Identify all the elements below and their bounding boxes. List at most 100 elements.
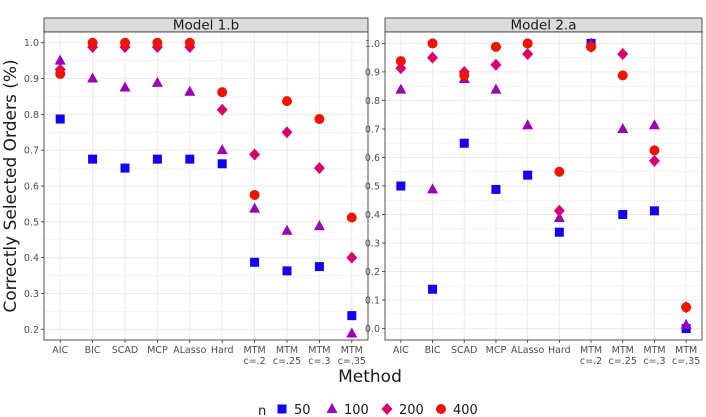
point-n100 (522, 119, 534, 130)
legend-key-200 (381, 403, 393, 415)
point-n100 (216, 144, 228, 155)
x-tick-label: MTM c=.25 (609, 345, 637, 367)
point-n400 (649, 145, 660, 156)
panels: Model 1.b 0.2 0.3 0.4 0.5 0.6 0.7 0.8 0.9 1.0 AIC B… (24, 18, 703, 367)
x-tick-label-line: c=.25 (273, 356, 301, 367)
x-tick-label-line: BIC (85, 345, 101, 356)
point-n400 (395, 56, 406, 67)
point-n400 (490, 41, 501, 52)
x-tick-label: Hard (211, 345, 234, 356)
x-tick-label: MTM c=.2 (243, 345, 265, 367)
x-tick-label: SCAD (112, 345, 138, 356)
y-tick-label: 0.6 (365, 153, 380, 164)
point-n400 (681, 302, 692, 313)
point-n100 (119, 81, 131, 92)
point-n50 (55, 114, 65, 124)
y-tick-label: 0.9 (365, 67, 380, 78)
panel-border (43, 31, 369, 341)
x-tick-label-line: MTM (276, 345, 298, 356)
panel-1: Model 1.b 0.2 0.3 0.4 0.5 0.6 0.7 0.8 0.9 1.0 AIC B… (24, 18, 369, 367)
point-n100 (395, 83, 407, 94)
point-n100 (54, 54, 66, 65)
point-n50 (428, 284, 438, 294)
point-n100 (281, 224, 293, 235)
y-tick-label: 0.0 (365, 324, 380, 335)
legend-label: 50 (294, 403, 311, 417)
point-n50 (250, 257, 260, 267)
point-n400 (346, 212, 357, 223)
x-tick-label-line: c=.3 (643, 356, 665, 367)
point-n100 (87, 72, 99, 83)
point-n400 (152, 37, 163, 48)
point-n50 (523, 170, 533, 180)
point-n400 (617, 70, 628, 81)
point-n200 (553, 204, 565, 217)
point-n50 (554, 227, 564, 237)
x-tick-label: SCAD (451, 345, 477, 356)
x-tick-label-line: MTM (643, 345, 665, 356)
point-n200 (216, 103, 228, 116)
x-tick-label: Hard (548, 345, 571, 356)
x-tick-label-line: AIC (52, 345, 68, 356)
x-tick-label-line: MCP (486, 345, 507, 356)
y-tick-label: 0.7 (365, 124, 380, 135)
point-n100 (151, 76, 163, 87)
point-n200 (249, 148, 261, 161)
point-n50 (282, 266, 292, 276)
point-n400 (120, 37, 130, 48)
point-n50 (618, 210, 628, 220)
x-tick-label: MTM c=.3 (643, 345, 665, 367)
x-tick-label-line: c=.2 (243, 356, 265, 367)
x-tick-label-line: MTM (341, 345, 363, 356)
legend-label: 100 (344, 403, 369, 417)
x-tick-label: BIC (85, 345, 101, 356)
x-tick-label-line: ALasso (511, 345, 545, 356)
legend: n 50 100 200 400 (258, 403, 478, 417)
y-tick-label: 0.5 (365, 182, 380, 193)
x-tick-label-line: AIC (393, 345, 409, 356)
y-tick-label: 0.3 (365, 239, 380, 250)
x-tick-label: MCP (486, 345, 507, 356)
x-tick-label: MTM c=.25 (273, 345, 301, 367)
y-tick-label: 0.3 (24, 289, 39, 300)
point-n400 (55, 68, 66, 79)
x-tick-label: ALasso (173, 345, 207, 356)
x-tick-label: AIC (52, 345, 68, 356)
x-tick-label-line: MTM (675, 345, 697, 356)
x-tick-label: AIC (393, 345, 409, 356)
point-n200 (313, 162, 325, 175)
x-tick-label-line: c=.35 (672, 356, 700, 367)
x-tick-label-line: c=.2 (580, 356, 602, 367)
y-tick-label: 0.1 (365, 296, 380, 307)
point-n50 (396, 181, 406, 191)
point-n100 (553, 211, 565, 222)
x-tick-label: MTM c=.35 (338, 345, 366, 367)
point-n100 (680, 318, 692, 329)
point-n50 (314, 262, 324, 272)
panel-2: Model 2.a 0.0 0.1 0.2 0.3 0.4 0.5 0.6 0.7 0.8 0.9 1… (365, 18, 703, 367)
panel-title: Model 1.b (173, 18, 239, 34)
y-tick-label: 0.2 (365, 267, 380, 278)
point-n100 (617, 122, 629, 133)
x-tick-label-line: SCAD (112, 345, 138, 356)
point-n100 (184, 85, 196, 96)
point-n100 (490, 83, 502, 94)
y-tick-label: 1.0 (365, 39, 380, 50)
x-tick-label-line: BIC (425, 345, 441, 356)
x-tick-label-line: SCAD (451, 345, 477, 356)
point-n400 (522, 38, 533, 49)
x-tick-label-line: c=.35 (338, 356, 366, 367)
x-tick-label-line: c=.25 (609, 356, 637, 367)
point-n200 (648, 154, 660, 167)
point-n200 (346, 251, 358, 264)
y-tick-label: 0.4 (24, 253, 39, 264)
x-tick-label-line: Hard (211, 345, 234, 356)
x-tick-label-line: MTM (243, 345, 265, 356)
x-tick-label-line: MTM (612, 345, 634, 356)
legend-label: 400 (453, 403, 478, 417)
point-n100 (249, 202, 261, 213)
point-n200 (427, 51, 439, 64)
point-n100 (427, 183, 439, 194)
point-n200 (490, 58, 502, 71)
y-tick-label: 0.8 (24, 110, 39, 121)
